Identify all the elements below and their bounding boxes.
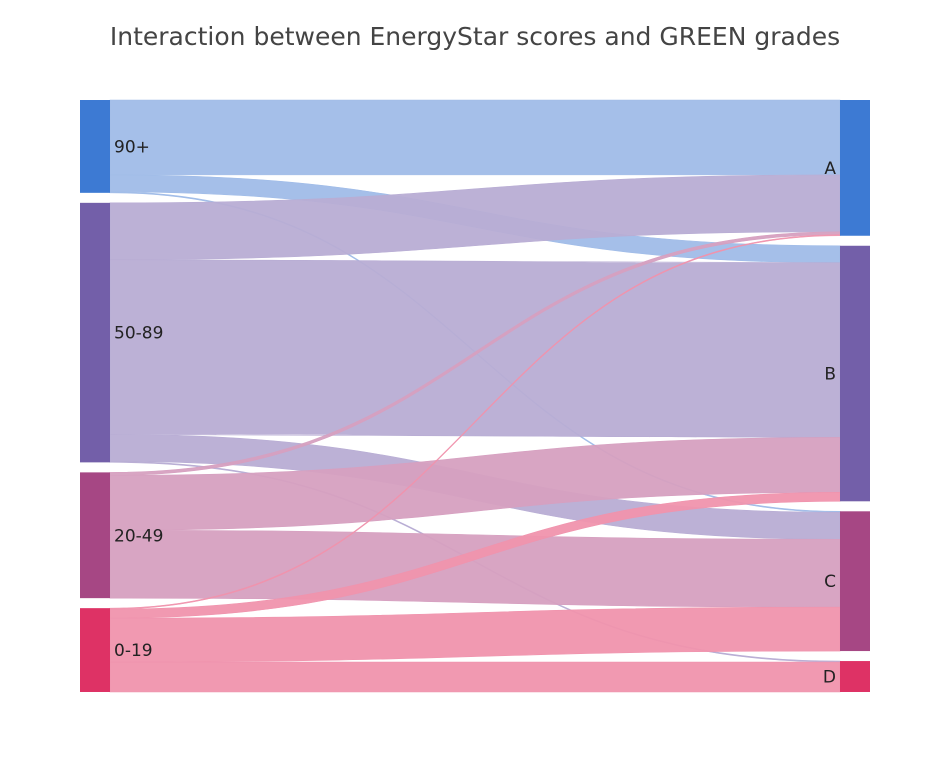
chart-title: Interaction between EnergyStar scores an… xyxy=(109,22,841,51)
target-node-label-d: D xyxy=(823,668,836,688)
target-node-d[interactable] xyxy=(840,661,870,692)
links-layer xyxy=(109,99,841,693)
target-node-label-a: A xyxy=(824,159,836,179)
link-50-89-to-b[interactable] xyxy=(109,259,841,438)
source-node-label-20-49: 20-49 xyxy=(114,526,163,546)
target-node-c[interactable] xyxy=(840,511,870,652)
target-node-a[interactable] xyxy=(840,100,870,236)
nodes-layer xyxy=(80,100,870,692)
source-node-label-50-89: 50-89 xyxy=(114,324,163,344)
source-node-label-90plus: 90+ xyxy=(114,137,150,157)
source-node-90plus[interactable] xyxy=(80,100,110,193)
source-node-50-89[interactable] xyxy=(80,202,110,463)
link-0-19-to-b[interactable] xyxy=(109,492,841,619)
source-node-0-19[interactable] xyxy=(80,608,110,692)
target-node-b[interactable] xyxy=(840,245,870,502)
source-node-label-0-19: 0-19 xyxy=(114,641,153,661)
target-node-label-b: B xyxy=(824,365,836,385)
target-node-label-c: C xyxy=(824,572,836,592)
labels-layer: 90+ 50-89 20-49 0-19 A B C D xyxy=(114,137,836,687)
source-node-20-49[interactable] xyxy=(80,472,110,599)
link-90plus-to-a[interactable] xyxy=(109,99,841,176)
link-0-19-to-d[interactable] xyxy=(109,661,841,693)
